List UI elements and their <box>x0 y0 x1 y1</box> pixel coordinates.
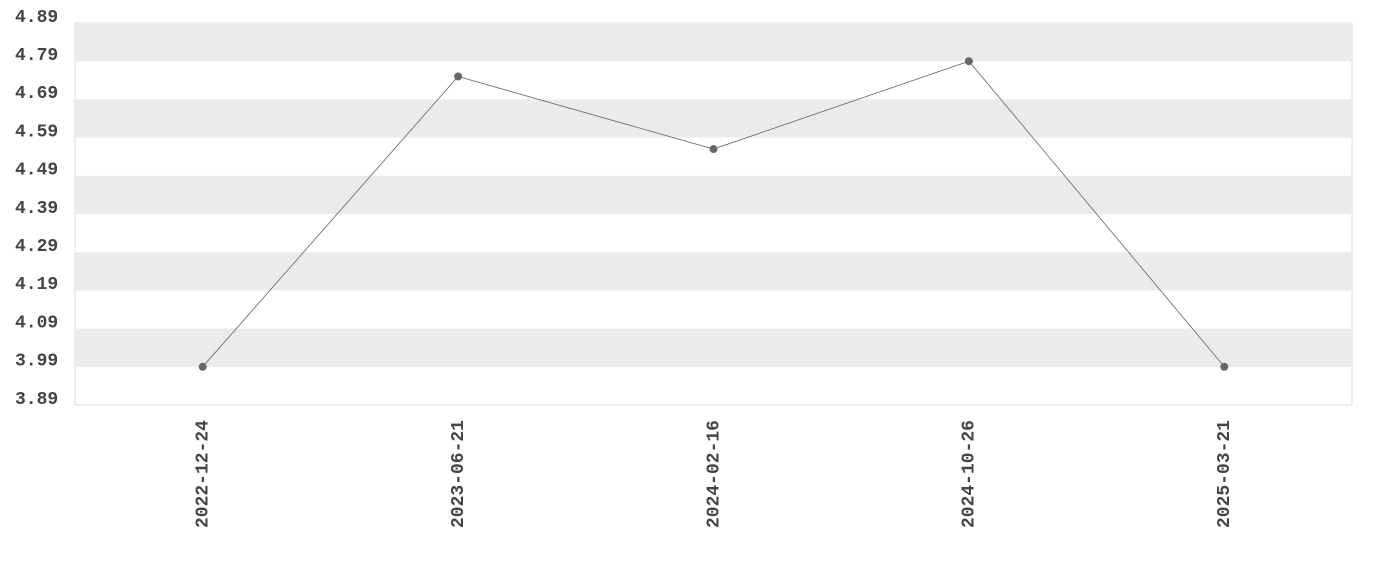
grid-band <box>75 175 1352 214</box>
y-tick-label: 4.69 <box>15 84 58 104</box>
y-tick-label: 4.89 <box>15 8 58 28</box>
y-tick-label: 4.49 <box>15 161 58 181</box>
data-point <box>454 72 463 81</box>
data-point <box>1220 362 1229 371</box>
data-point <box>198 362 207 371</box>
y-tick-label: 4.29 <box>15 237 58 257</box>
grid-band <box>75 252 1352 291</box>
x-tick-label: 2023-06-21 <box>449 420 469 528</box>
grid-band <box>75 23 1352 62</box>
y-tick-label: 4.19 <box>15 275 58 295</box>
y-tick-label: 4.79 <box>15 46 58 66</box>
grid-band <box>75 99 1352 138</box>
data-point <box>709 145 718 154</box>
x-tick-label: 2024-02-16 <box>704 420 724 528</box>
y-tick-label: 3.89 <box>15 390 58 410</box>
y-tick-label: 4.59 <box>15 122 58 142</box>
x-tick-label: 2022-12-24 <box>193 420 213 528</box>
x-tick-label: 2024-10-26 <box>960 420 980 528</box>
y-tick-label: 4.39 <box>15 199 58 219</box>
x-tick-label: 2025-03-21 <box>1215 420 1235 528</box>
data-point <box>964 57 973 66</box>
y-tick-label: 4.09 <box>15 313 58 333</box>
y-tick-label: 3.99 <box>15 352 58 372</box>
grid-band <box>75 328 1352 367</box>
